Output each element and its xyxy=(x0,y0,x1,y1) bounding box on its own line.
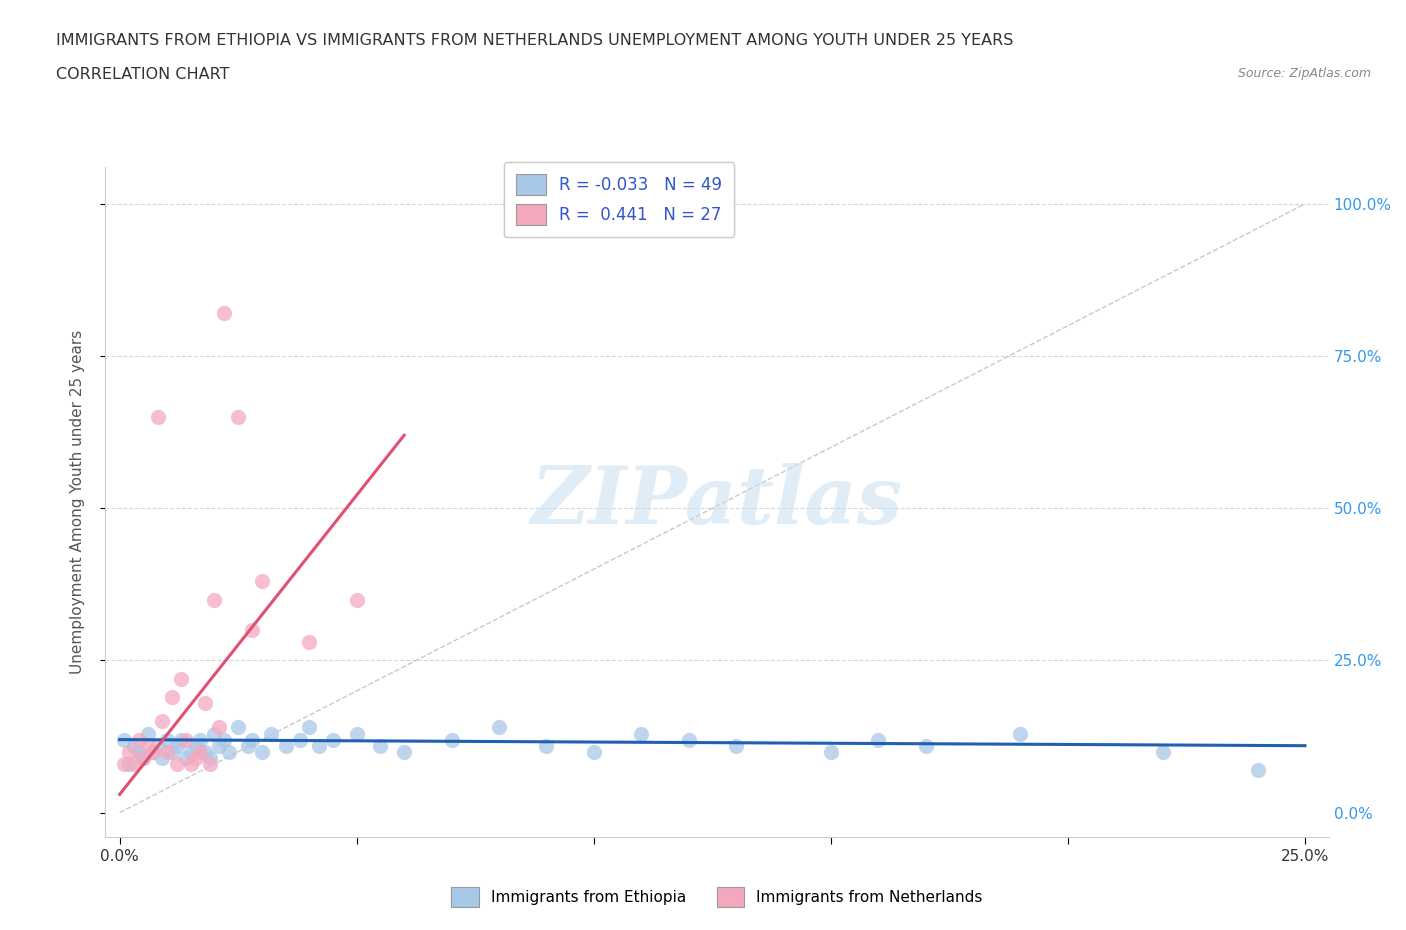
Point xyxy=(146,738,169,753)
Point xyxy=(166,738,188,753)
Point xyxy=(236,738,259,753)
Point xyxy=(724,738,747,753)
Point xyxy=(170,732,193,747)
Point xyxy=(122,756,145,771)
Point xyxy=(370,738,392,753)
Point xyxy=(142,744,165,759)
Point xyxy=(184,738,207,753)
Point xyxy=(242,732,264,747)
Point xyxy=(180,744,202,759)
Point xyxy=(150,714,173,729)
Point xyxy=(174,751,197,765)
Point xyxy=(112,756,135,771)
Point xyxy=(112,732,135,747)
Text: Source: ZipAtlas.com: Source: ZipAtlas.com xyxy=(1237,67,1371,80)
Point xyxy=(288,732,311,747)
Point xyxy=(440,732,463,747)
Point xyxy=(204,592,226,607)
Point xyxy=(914,738,936,753)
Point xyxy=(160,744,183,759)
Point xyxy=(218,744,240,759)
Point xyxy=(250,744,273,759)
Point xyxy=(212,306,235,321)
Point xyxy=(298,635,321,650)
Point xyxy=(188,732,211,747)
Legend: R = -0.033   N = 49, R =  0.441   N = 27: R = -0.033 N = 49, R = 0.441 N = 27 xyxy=(505,163,734,237)
Point xyxy=(184,751,207,765)
Point xyxy=(346,726,368,741)
Point xyxy=(136,726,159,741)
Point xyxy=(630,726,652,741)
Point xyxy=(820,744,842,759)
Point xyxy=(142,744,165,759)
Point xyxy=(174,732,197,747)
Legend: Immigrants from Ethiopia, Immigrants from Netherlands: Immigrants from Ethiopia, Immigrants fro… xyxy=(446,882,988,913)
Point xyxy=(136,738,159,753)
Point xyxy=(122,738,145,753)
Point xyxy=(678,732,700,747)
Text: ZIPatlas: ZIPatlas xyxy=(531,463,903,541)
Point xyxy=(194,696,217,711)
Point xyxy=(322,732,344,747)
Text: IMMIGRANTS FROM ETHIOPIA VS IMMIGRANTS FROM NETHERLANDS UNEMPLOYMENT AMONG YOUTH: IMMIGRANTS FROM ETHIOPIA VS IMMIGRANTS F… xyxy=(56,33,1014,47)
Point xyxy=(180,756,202,771)
Point xyxy=(250,574,273,589)
Point xyxy=(156,744,179,759)
Point xyxy=(132,751,155,765)
Point xyxy=(868,732,890,747)
Point xyxy=(118,756,141,771)
Point xyxy=(170,671,193,686)
Point xyxy=(242,622,264,637)
Point xyxy=(226,409,249,424)
Point xyxy=(298,720,321,735)
Point xyxy=(118,744,141,759)
Point xyxy=(274,738,297,753)
Point xyxy=(198,756,221,771)
Point xyxy=(198,751,221,765)
Point xyxy=(150,751,173,765)
Point xyxy=(128,744,150,759)
Y-axis label: Unemployment Among Youth under 25 years: Unemployment Among Youth under 25 years xyxy=(70,330,84,674)
Point xyxy=(536,738,558,753)
Point xyxy=(212,732,235,747)
Point xyxy=(156,732,179,747)
Point xyxy=(226,720,249,735)
Point xyxy=(208,738,231,753)
Point xyxy=(204,726,226,741)
Point xyxy=(194,744,217,759)
Point xyxy=(582,744,605,759)
Point xyxy=(128,732,150,747)
Point xyxy=(1246,763,1268,777)
Point xyxy=(346,592,368,607)
Point xyxy=(146,409,169,424)
Point xyxy=(160,689,183,704)
Point xyxy=(166,756,188,771)
Point xyxy=(1010,726,1032,741)
Point xyxy=(132,751,155,765)
Point xyxy=(260,726,283,741)
Point xyxy=(488,720,510,735)
Text: CORRELATION CHART: CORRELATION CHART xyxy=(56,67,229,82)
Point xyxy=(308,738,330,753)
Point xyxy=(392,744,415,759)
Point xyxy=(1152,744,1174,759)
Point xyxy=(208,720,231,735)
Point xyxy=(188,744,211,759)
